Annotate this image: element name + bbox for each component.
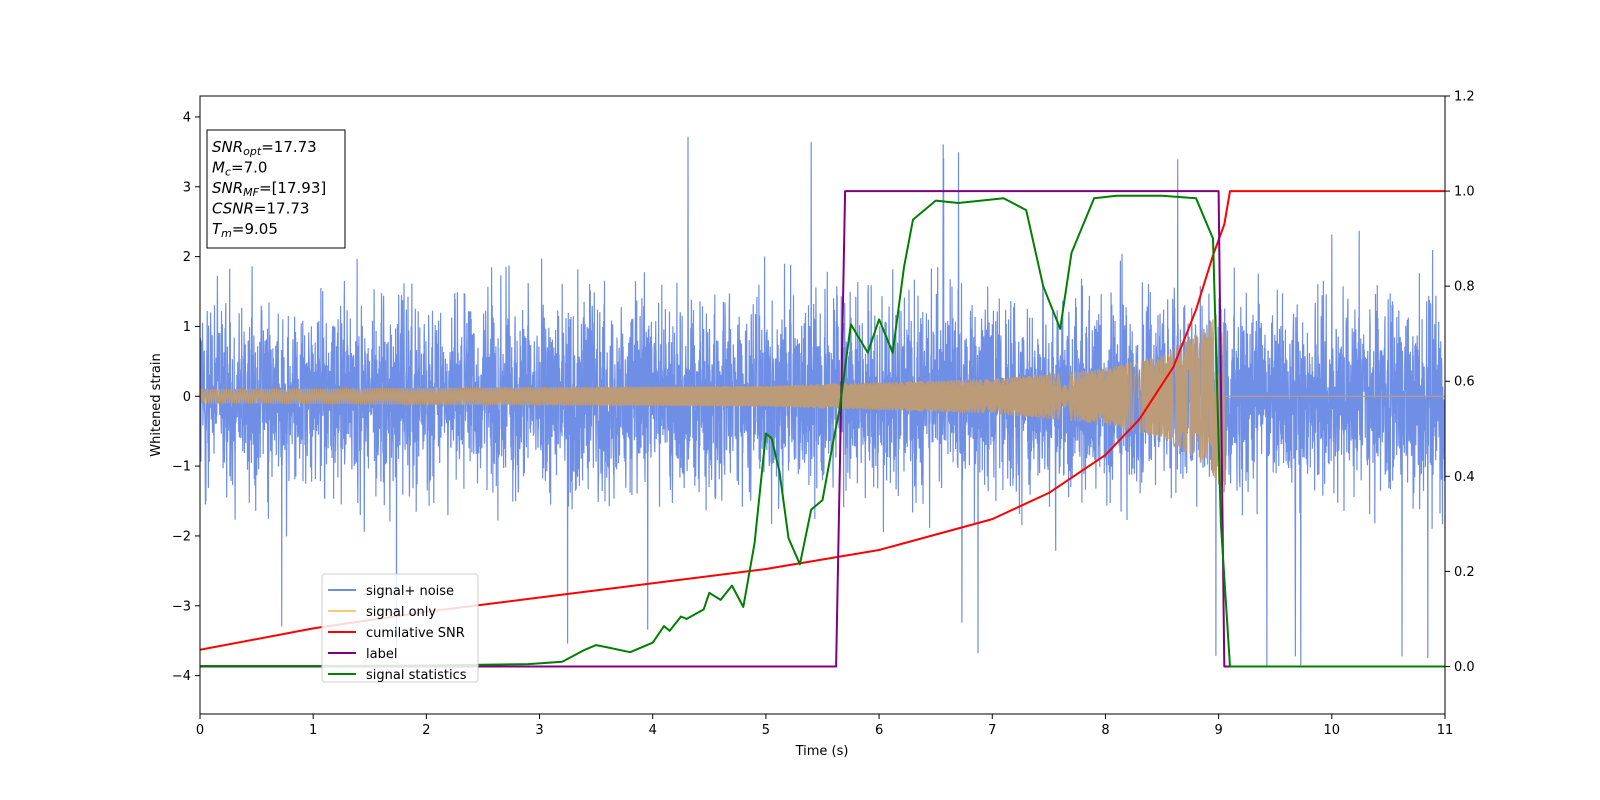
series-cumulative-snr xyxy=(200,190,1445,651)
series-signal-noise xyxy=(200,136,1445,667)
y-axis-left: 4 3 2 1 0 −1 −2 −3 −4 xyxy=(172,110,200,684)
x-tick-label: 7 xyxy=(988,723,996,738)
x-tick-label: 1 xyxy=(309,723,317,738)
y-right-tick-label: 0.4 xyxy=(1454,470,1475,485)
legend-label: label xyxy=(366,647,397,662)
series-signal-only xyxy=(200,309,1445,493)
x-tick-label: 3 xyxy=(535,723,543,738)
plot-frame xyxy=(199,95,1446,715)
legend-label: signal only xyxy=(366,605,436,620)
y-left-tick-label: −3 xyxy=(172,599,191,614)
series-signal-statistics xyxy=(200,194,1445,668)
x-tick-label: 9 xyxy=(1214,723,1222,738)
legend-label: cumilative SNR xyxy=(366,626,465,641)
y-left-tick-label: 0 xyxy=(183,390,191,405)
y-left-tick-label: −4 xyxy=(172,669,191,684)
x-tick-label: 11 xyxy=(1437,723,1454,738)
info-line: Mc=7.0 xyxy=(212,159,267,179)
y-right-tick-label: 0.2 xyxy=(1454,565,1475,580)
x-tick-label: 10 xyxy=(1324,723,1341,738)
y-left-tick-label: 2 xyxy=(183,250,191,265)
legend-frame xyxy=(321,573,479,683)
y-right-tick-label: 0.6 xyxy=(1454,375,1475,390)
legend: signal+ noise signal only cumilative SNR la… xyxy=(321,573,479,683)
legend-label: signal statistics xyxy=(366,668,467,683)
x-axis-label: Time (s) xyxy=(795,744,849,759)
x-axis: 0 1 2 3 4 5 6 7 8 9 10 11 xyxy=(196,714,1453,738)
y-left-tick-label: 4 xyxy=(183,110,191,125)
y-axis-label: Whitened strain xyxy=(149,353,164,456)
x-tick-label: 6 xyxy=(875,723,883,738)
legend-label: signal+ noise xyxy=(366,584,454,599)
info-box-frame xyxy=(206,129,346,249)
y-right-tick-label: 0.8 xyxy=(1454,280,1475,295)
info-box: SNRopt=17.73Mc=7.0SNRMF=[17.93]CSNR=17.7… xyxy=(206,129,346,249)
data-layer xyxy=(200,136,1445,668)
y-left-tick-label: 3 xyxy=(183,180,191,195)
info-line: Tm=9.05 xyxy=(212,220,278,240)
y-right-tick-label: 1.0 xyxy=(1454,185,1475,200)
x-tick-label: 8 xyxy=(1101,723,1109,738)
y-left-tick-label: −2 xyxy=(172,529,191,544)
y-left-tick-label: 1 xyxy=(183,320,191,335)
y-left-tick-label: −1 xyxy=(172,460,191,475)
x-tick-label: 4 xyxy=(649,723,657,738)
info-line: SNRopt=17.73 xyxy=(212,138,317,158)
y-right-tick-label: 0.0 xyxy=(1454,660,1475,675)
x-tick-label: 2 xyxy=(422,723,430,738)
x-tick-label: 5 xyxy=(762,723,770,738)
info-line: CSNR=17.73 xyxy=(212,200,309,218)
y-right-tick-label: 1.2 xyxy=(1454,90,1475,105)
x-tick-label: 0 xyxy=(196,723,204,738)
y-axis-right: 1.2 1.0 0.8 0.6 0.4 0.2 0.0 xyxy=(1445,90,1475,675)
info-line: SNRMF=[17.93] xyxy=(212,179,326,199)
